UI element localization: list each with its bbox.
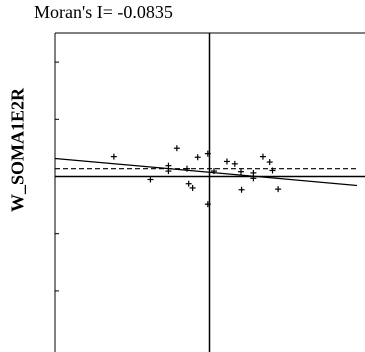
data-point [147, 176, 154, 183]
data-point [204, 150, 211, 157]
data-point [211, 168, 217, 175]
data-point [184, 165, 190, 172]
data-point [231, 160, 238, 167]
chart-title: Moran's I= -0.0835 [34, 2, 173, 22]
data-point [250, 175, 257, 182]
data-point [189, 184, 196, 191]
data-point [185, 180, 192, 187]
data-point [250, 169, 257, 176]
data-point [204, 201, 211, 208]
data-point [275, 186, 282, 193]
data-point [238, 168, 244, 175]
data-point [266, 159, 273, 166]
data-point [238, 186, 245, 193]
data-point [165, 162, 172, 169]
data-point [269, 167, 276, 174]
data-point [223, 158, 230, 165]
data-point [110, 153, 117, 160]
data-point [165, 168, 172, 175]
data-point [173, 145, 180, 152]
data-point [194, 154, 201, 161]
data-point [259, 153, 266, 160]
regression-line [54, 157, 358, 187]
